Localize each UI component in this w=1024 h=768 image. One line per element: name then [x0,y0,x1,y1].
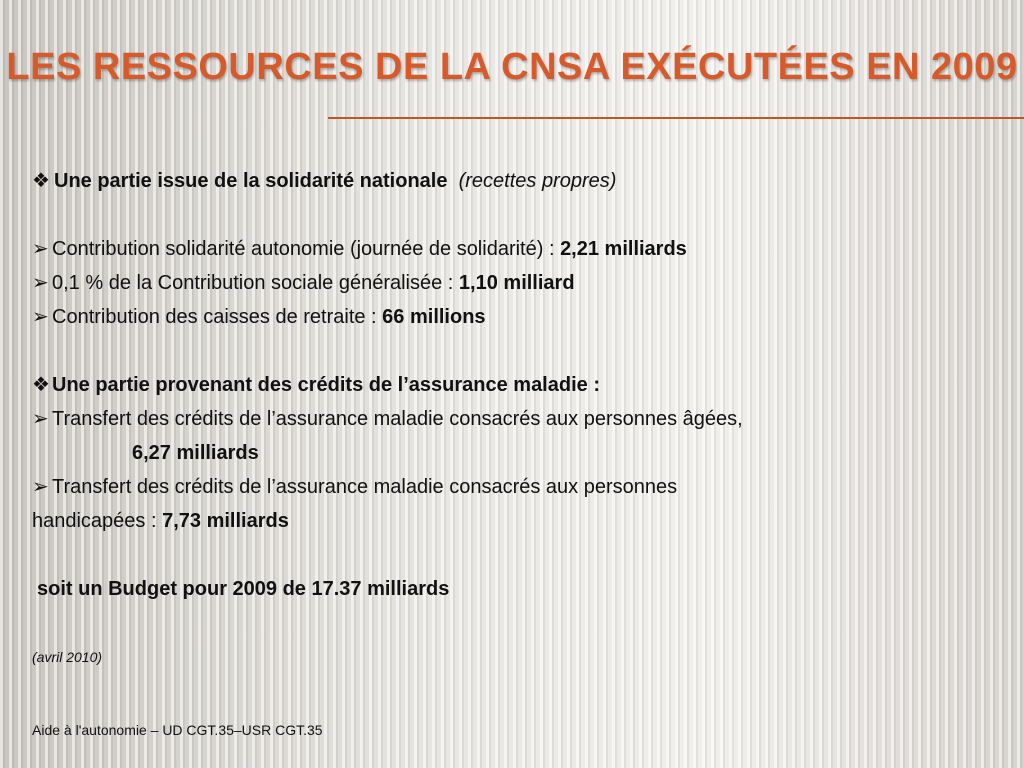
item-text: 0,1 % de la Contribution sociale général… [52,272,459,294]
list-item-amount-line: 6,27 milliards [32,436,992,470]
list-item: ➢ Contribution solidarité autonomie (jour… [32,232,992,266]
list-item: ➢ 0,1 % de la Contribution sociale généra… [32,266,992,300]
section1-note: (recettes propres) [458,170,617,192]
diamond-bullet-icon: ❖ [32,374,50,396]
title-underline [328,117,1024,119]
list-item-continuation: handicapées : 7,73 milliards [32,504,992,538]
section2-heading-line: ❖ Une partie provenant des crédits de l’a… [32,368,992,402]
slide-footer: Aide à l'autonomie – UD CGT.35–USR CGT.3… [32,722,323,738]
item-text: Contribution des caisses de retraite : [52,306,383,328]
list-item: ➢ Transfert des crédits de l’assurance ma… [32,470,992,504]
section2-heading: Une partie provenant des crédits de l’as… [52,374,600,396]
list-item: ➢ Transfert des crédits de l’assurance ma… [32,402,992,436]
item-amount: 66 millions [382,306,486,328]
date-note: (avril 2010) [32,649,103,665]
item-amount: 6,27 milliards [132,442,259,464]
arrow-bullet-icon: ➢ [32,408,49,430]
slide-title: LES RESSOURCES DE LA CNSA EXÉCUTÉES EN 2… [6,46,1018,88]
budget-total: soit un Budget pour 2009 de 17.37 millia… [37,578,450,600]
arrow-bullet-icon: ➢ [32,238,49,260]
spacer [32,538,992,572]
item-amount: 7,73 milliards [162,510,289,532]
diamond-bullet-icon: ❖ [32,170,50,192]
arrow-bullet-icon: ➢ [32,272,49,294]
item-text: Transfert des crédits de l’assurance mal… [52,408,743,430]
item-amount: 2,21 milliards [560,238,687,260]
arrow-bullet-icon: ➢ [32,306,49,328]
arrow-bullet-icon: ➢ [32,476,49,498]
list-item: ➢ Contribution des caisses de retraite : … [32,300,992,334]
item-text: Contribution solidarité autonomie (journ… [52,238,561,260]
item-text: Transfert des crédits de l’assurance mal… [52,476,678,498]
spacer [32,334,992,368]
item-amount: 1,10 milliard [458,272,575,294]
item-text: handicapées : [32,510,163,532]
spacer [32,606,992,640]
slide-content: ❖ Une partie issue de la solidarité natio… [32,164,992,674]
section1-heading-line: ❖ Une partie issue de la solidarité natio… [32,164,992,198]
spacer [32,198,992,232]
section1-heading: Une partie issue de la solidarité nation… [54,170,448,192]
